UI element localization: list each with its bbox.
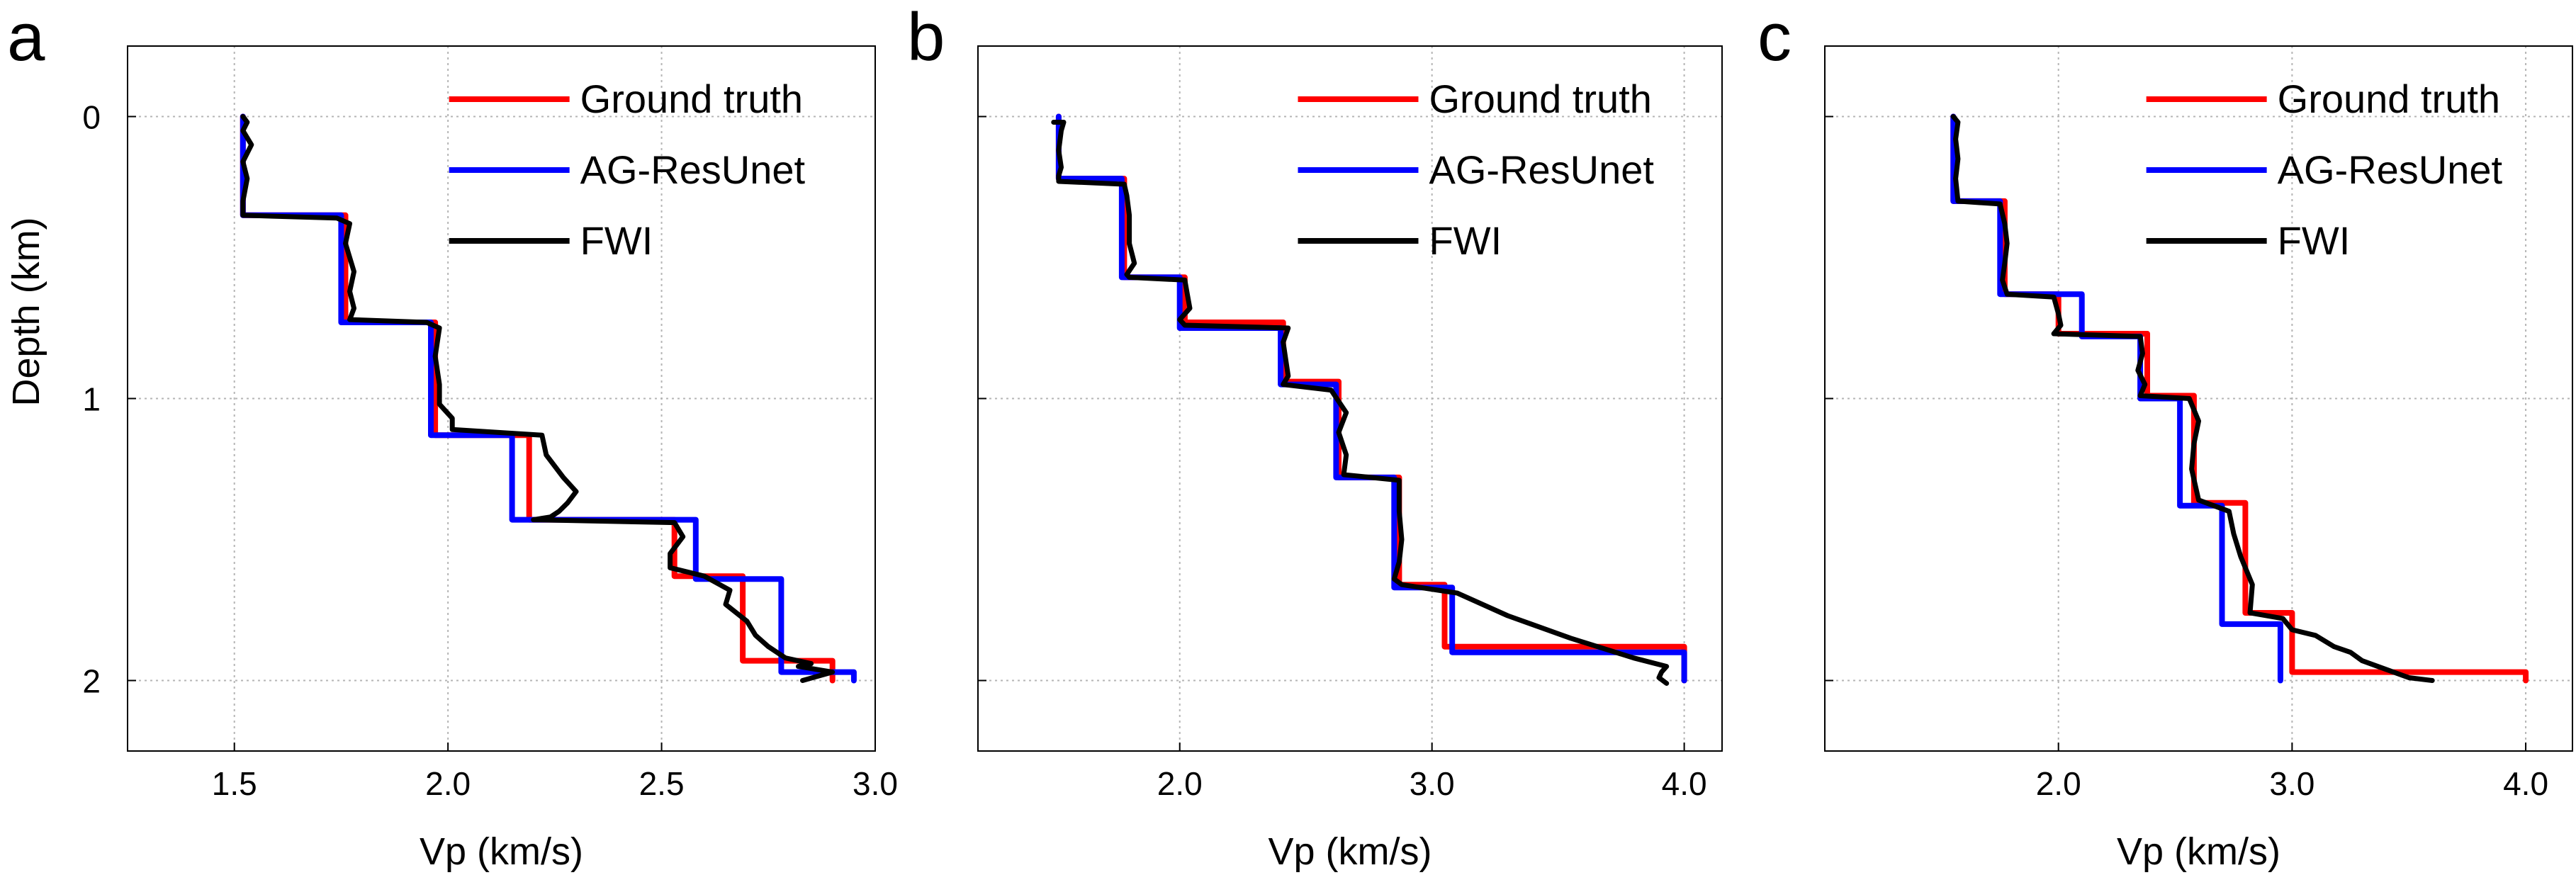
panel-c-x-tick-label-1: 3.0 bbox=[2269, 765, 2315, 802]
panel-c-x-tick-label-0: 2.0 bbox=[2036, 765, 2081, 802]
panel-a-x-tick-label-0: 1.5 bbox=[212, 765, 257, 802]
panel-b-legend-label-ag-resunet: AG-ResUnet bbox=[1429, 147, 1655, 192]
panel-a-ticks: 1.5 2.0 2.5 3.0 0 1 2 bbox=[82, 99, 898, 803]
panel-a-x-tick-label-1: 2.0 bbox=[425, 765, 471, 802]
panel-b-ticks: 2.0 3.0 4.0 bbox=[978, 115, 1707, 802]
panel-b-series-ag-resunet bbox=[1055, 113, 1687, 684]
panel-a-legend: Ground truth AG-ResUnet FWI bbox=[449, 77, 806, 263]
panel-b-legend-label-ground-truth: Ground truth bbox=[1429, 77, 1652, 121]
panel-b-gridlines bbox=[978, 46, 1722, 751]
panel-letter-c: c bbox=[1757, 0, 1792, 75]
panel-c-x-axis-label: Vp (km/s) bbox=[2117, 830, 2280, 873]
panel-c: c 2.0 3.0 4.0 Ground truth AG-ResUnet FWI Vp… bbox=[1757, 0, 2573, 873]
panel-a-series-fwi bbox=[240, 114, 836, 683]
panel-letter-b: b bbox=[907, 0, 945, 75]
panel-a: a 1.5 2.0 2.5 3.0 0 1 2 Ground truth AG-ResUnet… bbox=[7, 0, 898, 873]
panel-b-x-tick-label-2: 4.0 bbox=[1662, 765, 1707, 802]
panel-a-legend-label-ground-truth: Ground truth bbox=[580, 77, 803, 121]
panel-c-legend-label-ground-truth: Ground truth bbox=[2278, 77, 2500, 121]
panel-b-x-axis-label: Vp (km/s) bbox=[1268, 830, 1432, 873]
y-axis-label: Depth (km) bbox=[5, 217, 47, 406]
panel-a-y-tick-label-2: 2 bbox=[82, 663, 101, 700]
panel-b-series bbox=[1051, 113, 1687, 686]
panel-a-x-tick-label-3: 3.0 bbox=[853, 765, 898, 802]
panel-a-x-tick-label-2: 2.5 bbox=[639, 765, 685, 802]
panel-b-x-tick-label-1: 3.0 bbox=[1410, 765, 1455, 802]
panel-c-legend-label-fwi: FWI bbox=[2278, 218, 2351, 263]
panel-b-legend-label-fwi: FWI bbox=[1429, 218, 1502, 263]
panel-c-x-tick-label-2: 4.0 bbox=[2503, 765, 2548, 802]
panel-c-ticks: 2.0 3.0 4.0 bbox=[1825, 115, 2548, 802]
panel-a-y-tick-label-0: 0 bbox=[82, 99, 101, 136]
panel-b-legend: Ground truth AG-ResUnet FWI bbox=[1298, 77, 1655, 263]
panel-c-series bbox=[1950, 113, 2529, 684]
panel-b-series-fwi bbox=[1051, 120, 1670, 686]
panel-b: b 2.0 3.0 4.0 Ground truth AG-ResUnet FWI Vp… bbox=[907, 0, 1723, 873]
panel-a-series bbox=[240, 113, 857, 684]
panel-a-legend-label-fwi: FWI bbox=[580, 218, 653, 263]
panel-a-x-axis-label: Vp (km/s) bbox=[420, 830, 583, 873]
panel-b-x-tick-label-0: 2.0 bbox=[1157, 765, 1203, 802]
panel-a-y-tick-label-1: 1 bbox=[82, 381, 101, 418]
panel-c-legend-label-ag-resunet: AG-ResUnet bbox=[2278, 147, 2503, 192]
panel-c-gridlines bbox=[1825, 46, 2572, 751]
panel-c-legend: Ground truth AG-ResUnet FWI bbox=[2146, 77, 2503, 263]
panel-c-series-fwi bbox=[1950, 114, 2435, 683]
panel-a-legend-label-ag-resunet: AG-ResUnet bbox=[580, 147, 806, 192]
panel-letter-a: a bbox=[7, 0, 45, 75]
